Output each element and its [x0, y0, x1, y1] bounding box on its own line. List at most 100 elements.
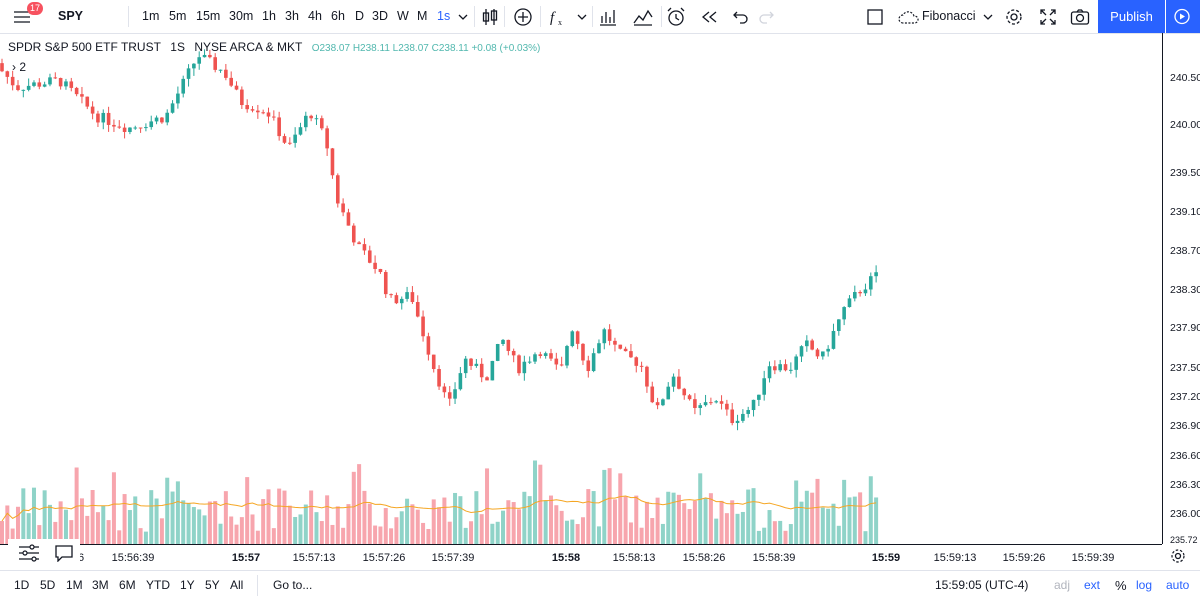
price-label: 240.50 — [1170, 72, 1200, 84]
fullscreen-icon[interactable] — [1039, 8, 1057, 26]
divider — [128, 6, 129, 27]
range-6m[interactable]: 6M — [119, 578, 136, 592]
object-tree-icon[interactable] — [18, 544, 40, 562]
price-label: 236.30 — [1170, 479, 1200, 491]
symbol-exchange: NYSE ARCA & MKT — [194, 40, 303, 54]
volume-bar — [26, 513, 31, 544]
percent-toggle[interactable]: % — [1115, 578, 1127, 593]
gear-icon[interactable] — [1004, 7, 1024, 27]
interval-3d[interactable]: 3D — [372, 9, 388, 23]
range-3m[interactable]: 3M — [92, 578, 109, 592]
volume-bar — [506, 500, 511, 544]
volume-bar — [804, 490, 809, 544]
publish-button[interactable]: Publish — [1098, 0, 1165, 33]
interval-15m[interactable]: 15m — [196, 9, 221, 23]
chevron-down-icon[interactable] — [577, 12, 587, 22]
interval-1h[interactable]: 1h — [262, 9, 276, 23]
candle-down — [266, 112, 271, 117]
redo-icon[interactable] — [757, 8, 775, 26]
templates-icon[interactable] — [632, 7, 654, 27]
chevron-down-icon[interactable] — [983, 12, 993, 22]
candle-down — [335, 175, 340, 204]
candle-up — [26, 85, 31, 90]
interval-30m[interactable]: 30m — [229, 9, 254, 23]
adj-toggle[interactable]: adj — [1054, 578, 1071, 592]
volume-bar — [751, 488, 756, 544]
interval-d[interactable]: D — [355, 9, 365, 23]
volume-bar — [575, 524, 580, 544]
log-toggle[interactable]: log — [1136, 578, 1153, 592]
price-label: 237.50 — [1170, 362, 1200, 374]
volume-bar — [714, 518, 719, 544]
volume-bar — [453, 492, 458, 544]
interval-1s[interactable]: 1s — [437, 9, 451, 23]
divider — [257, 575, 258, 596]
volume-bar — [277, 488, 282, 544]
replay-icon[interactable] — [700, 9, 718, 25]
timezone-clock[interactable]: 15:59:05 (UTC-4) — [935, 578, 1029, 592]
time-label: 15:59:39 — [1071, 552, 1115, 564]
range-5y[interactable]: 5Y — [205, 578, 220, 592]
interval-w[interactable]: W — [397, 9, 409, 23]
chevron-down-icon[interactable] — [458, 12, 468, 22]
interval-3h[interactable]: 3h — [285, 9, 299, 23]
candles-style-icon[interactable] — [481, 7, 499, 27]
volume-bar — [85, 515, 90, 544]
volume-bar — [303, 504, 308, 544]
candle-down — [320, 118, 324, 129]
interval-6h[interactable]: 6h — [331, 9, 345, 23]
interval-m[interactable]: M — [417, 9, 428, 23]
publish-menu-button[interactable] — [1166, 0, 1200, 33]
drawing-tool-label[interactable]: Fibonacci — [922, 9, 976, 23]
candle-down — [0, 63, 4, 72]
axis-settings-gear-icon[interactable] — [1170, 548, 1186, 564]
alert-clock-icon[interactable] — [665, 6, 687, 28]
candle-up — [522, 361, 527, 374]
volume-bar — [527, 496, 532, 544]
rectangle-tool-icon[interactable] — [866, 8, 884, 26]
time-axis[interactable]: 6 15:56:39 15:57 15:57:13 15:57:26 15:57… — [0, 544, 1162, 571]
indicators-add-icon[interactable] — [513, 7, 533, 27]
interval-4h[interactable]: 4h — [308, 9, 322, 23]
price-label: 240.00 — [1170, 119, 1200, 131]
camera-icon[interactable] — [1070, 8, 1090, 26]
interval-5m[interactable]: 5m — [169, 9, 187, 23]
range-1y[interactable]: 1Y — [180, 578, 195, 592]
studies-toggle[interactable]: › 2 — [12, 60, 26, 74]
volume-bar — [719, 500, 724, 544]
symbol-search[interactable]: SPY — [58, 9, 84, 23]
candle-up — [32, 82, 36, 86]
range-1d[interactable]: 1D — [14, 578, 30, 592]
range-all[interactable]: All — [230, 578, 244, 592]
volume-bar — [330, 524, 335, 544]
volume-bar — [559, 510, 564, 544]
candle-down — [53, 77, 58, 79]
candle-down — [506, 339, 511, 351]
comment-icon[interactable] — [54, 544, 74, 562]
volume-bar — [213, 501, 218, 544]
candle-down — [773, 366, 777, 371]
candle-down — [261, 112, 265, 114]
range-5d[interactable]: 5D — [40, 578, 56, 592]
candle-down — [693, 399, 697, 408]
interval-1m[interactable]: 1m — [142, 9, 160, 23]
range-1m[interactable]: 1M — [66, 578, 83, 592]
candle-down — [288, 142, 292, 144]
undo-icon[interactable] — [732, 8, 750, 26]
candle-up — [495, 344, 500, 361]
compare-icon[interactable] — [598, 7, 618, 27]
price-chart[interactable] — [0, 33, 1162, 544]
volume-bar — [207, 501, 212, 544]
volume-bar — [383, 508, 388, 544]
volume-bar — [367, 503, 372, 544]
price-label: 236.90 — [1170, 420, 1200, 432]
goto-button[interactable]: Go to... — [273, 578, 313, 592]
range-ytd[interactable]: YTD — [146, 578, 170, 592]
price-axis[interactable]: 240.50 240.00 239.50 239.10 238.70 238.3… — [1162, 33, 1200, 545]
volume-bar — [95, 512, 100, 544]
ext-toggle[interactable]: ext — [1084, 578, 1101, 592]
cloud-layout-icon[interactable] — [897, 8, 921, 26]
auto-toggle[interactable]: auto — [1166, 578, 1190, 592]
candle-down — [517, 355, 521, 374]
fx-indicators-icon[interactable]: f x — [548, 7, 568, 27]
